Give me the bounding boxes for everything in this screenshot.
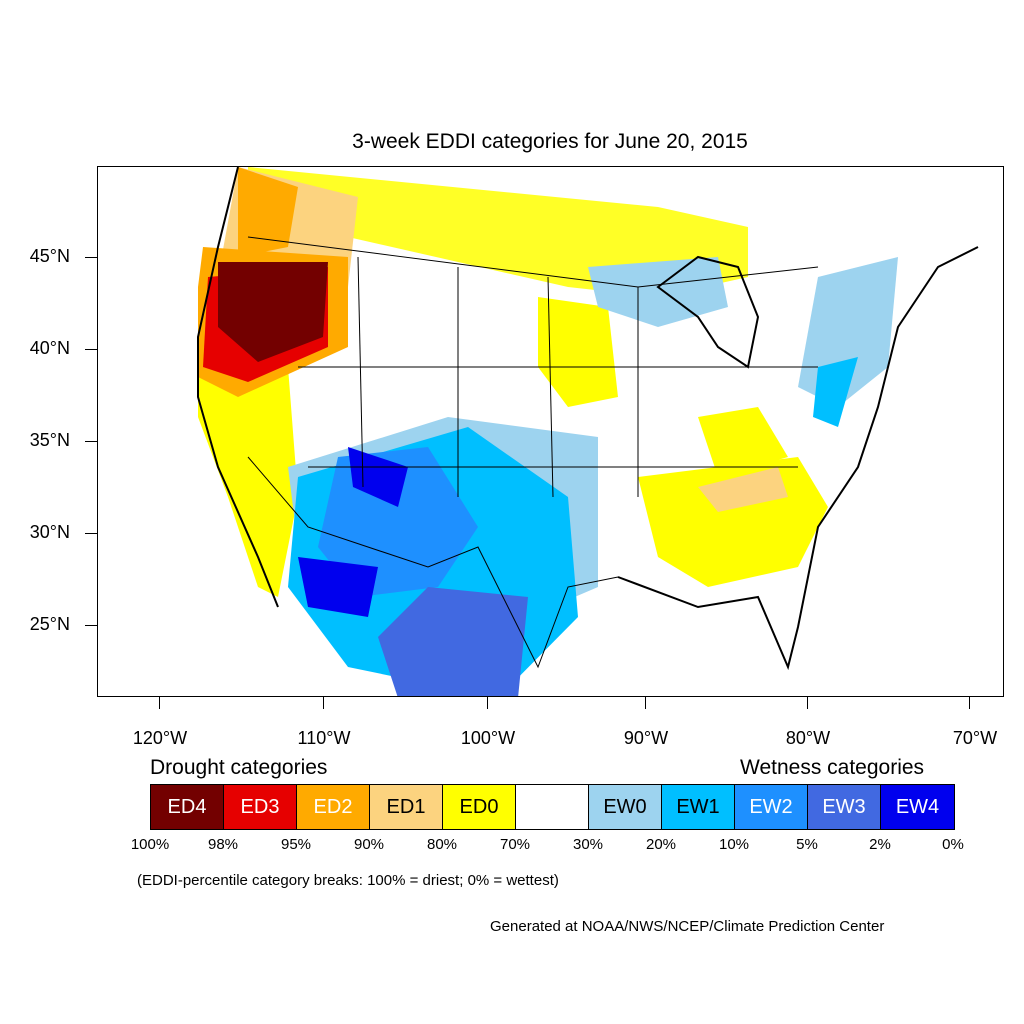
ytick-30 (85, 533, 97, 534)
percentile-label: 100% (130, 836, 170, 853)
credit-text: Generated at NOAA/NWS/NCEP/Climate Predi… (490, 918, 885, 935)
percentile-label: 80% (426, 836, 458, 853)
coastlines (197, 167, 979, 671)
region-ed0-west (198, 327, 298, 597)
region-ew1-midatlantic (813, 357, 858, 427)
xtick-80 (807, 697, 808, 709)
percentile-label: 70% (499, 836, 531, 853)
percentile-label: 2% (869, 836, 891, 853)
xlabel-90: 90°W (623, 728, 669, 748)
legend-box-normal (516, 785, 589, 829)
xtick-90 (645, 697, 646, 709)
ytick-40 (85, 349, 97, 350)
ytick-35 (85, 441, 97, 442)
map-panel (97, 166, 1004, 697)
xlabel-70: 70°W (952, 728, 998, 748)
region-ew0-greatlakes (588, 257, 728, 327)
xtick-70 (969, 697, 970, 709)
drought-heading: Drought categories (150, 756, 328, 779)
wetness-heading: Wetness categories (740, 756, 925, 779)
xtick-100 (487, 697, 488, 709)
state-boundaries (247, 236, 819, 669)
xlabel-120: 120°W (132, 728, 188, 748)
region-ew3-texas (378, 587, 528, 696)
legend-box-ed2: ED2 (297, 785, 370, 829)
legend-box-ed1: ED1 (370, 785, 443, 829)
region-ed2-northwest (238, 167, 298, 257)
legend-box-ew1: EW1 (662, 785, 735, 829)
percentile-label: 30% (572, 836, 604, 853)
legend-box-ew4: EW4 (881, 785, 954, 829)
legend-box-ed4: ED4 (151, 785, 224, 829)
percentile-label: 10% (718, 836, 750, 853)
region-ed4-pnw (218, 262, 328, 362)
eddi-map (197, 167, 979, 696)
legend-box-ed0: ED0 (443, 785, 516, 829)
legend-box-ew3: EW3 (808, 785, 881, 829)
xlabel-80: 80°W (785, 728, 831, 748)
category-note: (EDDI-percentile category breaks: 100% =… (137, 872, 559, 889)
region-ed1-tennessee (698, 467, 788, 512)
percentile-label: 90% (353, 836, 385, 853)
percentile-label: 5% (796, 836, 818, 853)
legend-colorbar: ED4 ED3 ED2 ED1 ED0 EW0 EW1 EW2 EW3 EW4 (150, 784, 955, 830)
ylabel-25: 25°N (29, 614, 70, 634)
map-title: 3-week EDDI categories for June 20, 2015 (352, 130, 748, 153)
legend-box-ew2: EW2 (735, 785, 808, 829)
percentile-label: 0% (942, 836, 964, 853)
region-ed0-southeast (638, 457, 828, 587)
xlabel-110: 110°W (297, 728, 351, 748)
percentile-label: 98% (207, 836, 239, 853)
percentile-label: 20% (645, 836, 677, 853)
region-ed0-ohio (698, 407, 788, 477)
region-ed0-midwest (538, 297, 618, 407)
ylabel-45: 45°N (29, 246, 70, 266)
ylabel-40: 40°N (29, 338, 70, 358)
ylabel-35: 35°N (29, 430, 70, 450)
legend-box-ed3: ED3 (224, 785, 297, 829)
region-ew4-mexico (298, 557, 378, 617)
xtick-110 (323, 697, 324, 709)
ytick-45 (85, 257, 97, 258)
percentile-label: 95% (280, 836, 312, 853)
xlabel-100: 100°W (460, 728, 516, 748)
ytick-25 (85, 625, 97, 626)
xtick-120 (159, 697, 160, 709)
region-ew4-arizona (348, 447, 408, 507)
ylabel-30: 30°N (29, 522, 70, 542)
legend-box-ew0: EW0 (589, 785, 662, 829)
